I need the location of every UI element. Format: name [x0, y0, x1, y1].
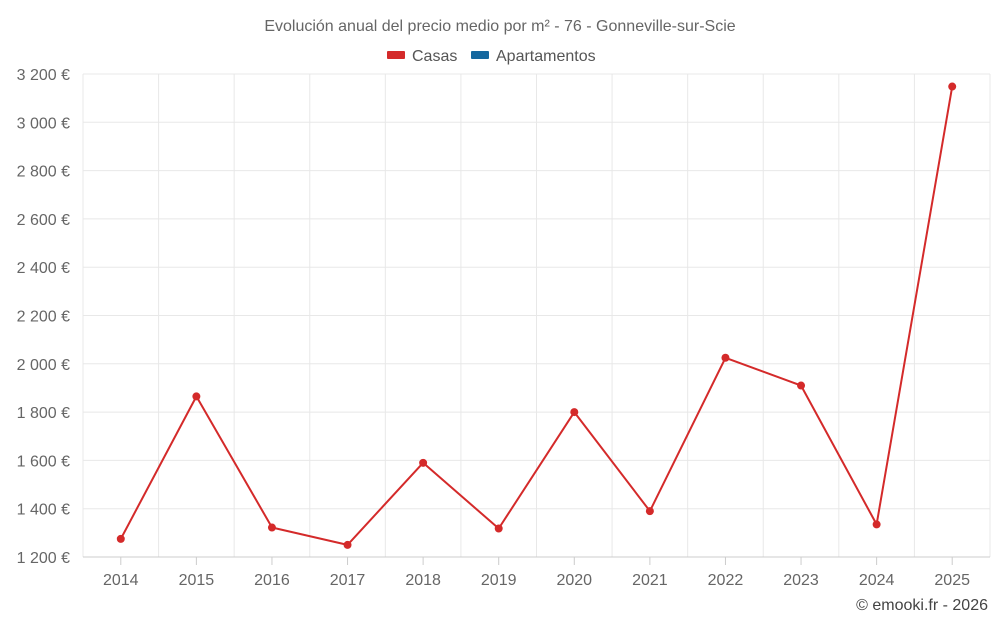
series-line-casas: [119, 86, 954, 546]
y-tick-label: 2 600 €: [17, 212, 70, 229]
y-axis: 1 200 € 1 400 € 1 600 € 1 800 € 2 000 € 2 200…: [17, 67, 70, 567]
x-axis: 2014 2015 2016 2017 2018 2019 2020 2021 2022 2023…: [83, 556, 990, 589]
legend-item-apartamentos[interactable]: Apartamentos: [471, 48, 596, 65]
y-tick-label: 3 000 €: [17, 115, 70, 132]
y-tick-label: 2 400 €: [17, 260, 70, 277]
data-point-casas-2016[interactable]: [267, 523, 276, 532]
y-tick-label: 3 200 €: [17, 67, 70, 84]
data-point-casas-2015[interactable]: [192, 392, 201, 401]
data-point-casas-2019[interactable]: [494, 524, 503, 533]
x-tick-label: 2015: [179, 572, 215, 589]
x-tick-label: 2022: [708, 572, 744, 589]
data-point-casas-2018[interactable]: [419, 458, 428, 467]
credit-text: © emooki.fr - 2026: [856, 597, 988, 614]
legend-item-casas[interactable]: Casas: [387, 48, 457, 65]
legend-swatch-apartamentos: [471, 51, 489, 59]
data-point-casas-2017[interactable]: [343, 540, 352, 549]
chart-title: Evolución anual del precio medio por m² …: [264, 18, 735, 35]
legend-label-casas: Casas: [412, 48, 457, 65]
x-tick-label: 2019: [481, 572, 517, 589]
x-tick-label: 2017: [330, 572, 366, 589]
data-point-casas-2024[interactable]: [872, 520, 881, 529]
y-tick-label: 1 200 €: [17, 550, 70, 567]
legend-swatch-casas: [387, 51, 405, 59]
legend-label-apartamentos: Apartamentos: [496, 48, 596, 65]
grid: [82, 73, 991, 558]
data-point-casas-2025[interactable]: [948, 82, 957, 91]
y-tick-label: 2 200 €: [17, 309, 70, 326]
data-point-casas-2023[interactable]: [797, 381, 806, 390]
data-point-casas-2022[interactable]: [721, 353, 730, 362]
x-tick-label: 2024: [859, 572, 895, 589]
data-point-casas-2020[interactable]: [570, 408, 579, 417]
x-tick-label: 2025: [934, 572, 970, 589]
legend: Casas Apartamentos: [387, 48, 596, 65]
y-tick-label: 1 800 €: [17, 405, 70, 422]
x-tick-label: 2020: [556, 572, 592, 589]
x-tick-label: 2023: [783, 572, 819, 589]
y-tick-label: 2 000 €: [17, 357, 70, 374]
data-point-casas-2014[interactable]: [116, 534, 125, 543]
x-tick-label: 2021: [632, 572, 668, 589]
data-point-casas-2021[interactable]: [645, 507, 654, 516]
y-tick-label: 1 400 €: [17, 502, 70, 519]
y-tick-label: 1 600 €: [17, 453, 70, 470]
series-casas: [116, 82, 957, 549]
x-tick-label: 2014: [103, 572, 139, 589]
y-tick-label: 2 800 €: [17, 164, 70, 181]
x-tick-label: 2016: [254, 572, 290, 589]
x-tick-label: 2018: [405, 572, 441, 589]
